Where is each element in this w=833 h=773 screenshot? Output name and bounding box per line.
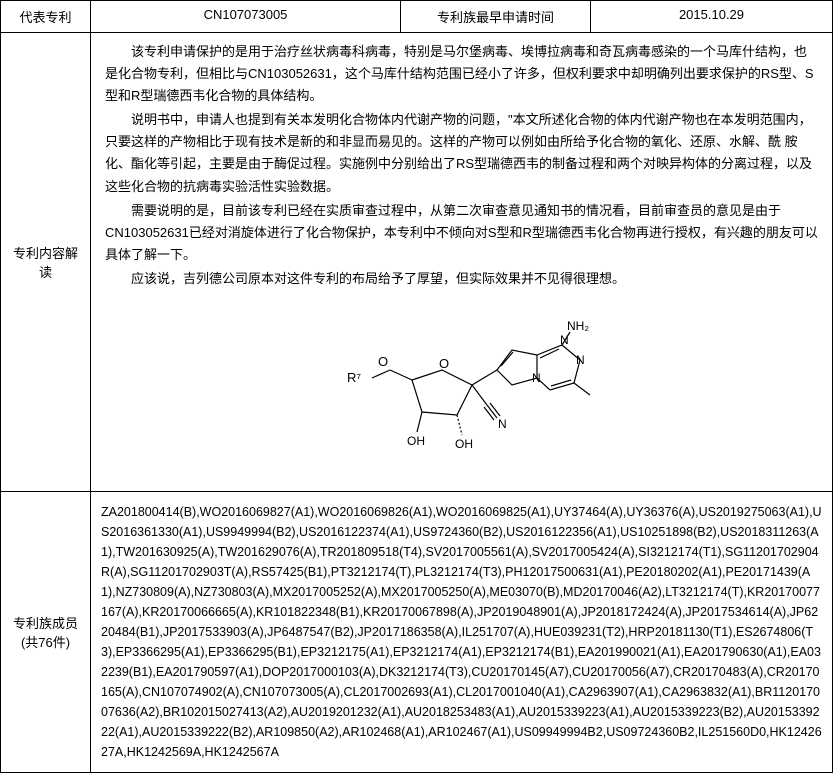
family-label-line1: 专利族成员 <box>7 613 84 632</box>
interpretation-p2: 说明书中，申请人也提到有关本发明化合物体内代谢产物的问题，"本文所述化合物的体内… <box>105 109 818 197</box>
interpretation-p1: 该专利申请保护的是用于治疗丝状病毒科病毒，特别是马尔堡病毒、埃博拉病毒和奇瓦病毒… <box>105 41 818 107</box>
interpretation-p4: 应该说，吉列德公司原本对这件专利的布局给予了厚望，但实际效果并不见得很理想。 <box>105 268 818 290</box>
molecule-svg: O O R⁷ OH OH <box>312 300 612 470</box>
svg-text:O: O <box>439 356 449 371</box>
header-date-value: 2015.10.29 <box>591 1 833 33</box>
svg-text:N: N <box>576 353 585 367</box>
header-patent-value: CN107073005 <box>91 1 401 33</box>
header-date-label: 专利族最早申请时间 <box>401 1 591 33</box>
interpretation-label: 专利内容解读 <box>1 33 91 492</box>
svg-text:N: N <box>532 371 541 385</box>
svg-text:R⁷: R⁷ <box>347 370 361 385</box>
molecule-structure: O O R⁷ OH OH <box>105 300 818 473</box>
svg-text:N: N <box>560 333 569 347</box>
interpretation-p3: 需要说明的是，目前该专利已经在实质审查过程中，从第二次审查意见通知书的情况看，目… <box>105 200 818 266</box>
svg-text:O: O <box>378 354 388 369</box>
interpretation-content: 该专利申请保护的是用于治疗丝状病毒科病毒，特别是马尔堡病毒、埃博拉病毒和奇瓦病毒… <box>91 33 833 492</box>
family-label-line2: (共76件) <box>7 632 84 651</box>
svg-text:NH₂: NH₂ <box>567 319 589 333</box>
family-label: 专利族成员 (共76件) <box>1 492 91 773</box>
family-content: ZA201800414(B),WO2016069827(A1),WO201606… <box>91 492 833 773</box>
svg-text:OH: OH <box>455 437 473 451</box>
svg-text:OH: OH <box>407 434 425 448</box>
header-patent-label: 代表专利 <box>1 1 91 33</box>
svg-text:N: N <box>498 417 507 431</box>
